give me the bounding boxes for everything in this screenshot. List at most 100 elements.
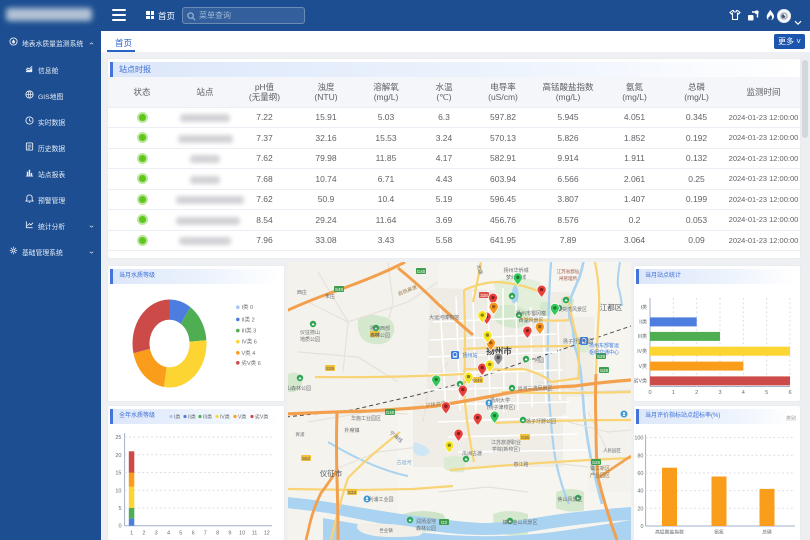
svg-text:328: 328 xyxy=(480,293,488,298)
svg-text:IV类 6: IV类 6 xyxy=(242,338,257,346)
svg-text:高锰酸盐指数: 高锰酸盐指数 xyxy=(655,529,684,536)
svg-text:15: 15 xyxy=(115,471,121,477)
svg-text:10: 10 xyxy=(239,531,245,537)
svg-text:20: 20 xyxy=(637,506,643,512)
svg-text:S35: S35 xyxy=(326,366,335,371)
svg-text:扬州华侨城: 扬州华侨城 xyxy=(503,267,528,274)
svg-text:II类: II类 xyxy=(639,319,647,326)
svg-text:S33: S33 xyxy=(348,490,357,495)
svg-text:世业镇: 世业镇 xyxy=(379,527,393,534)
svg-text:古运河: 古运河 xyxy=(396,459,411,466)
svg-text:产业园区: 产业园区 xyxy=(590,472,610,479)
svg-text:枢纽交通中心: 枢纽交通中心 xyxy=(589,349,619,356)
svg-text:扬州东部客运: 扬州东部客运 xyxy=(589,342,619,349)
svg-text:利浦工业园: 利浦工业园 xyxy=(368,496,393,503)
svg-text:1: 1 xyxy=(672,390,675,396)
svg-text:V类: V类 xyxy=(639,363,647,370)
svg-text:闸管理所: 闸管理所 xyxy=(559,275,577,282)
svg-text:60: 60 xyxy=(637,471,643,477)
svg-text:江都区: 江都区 xyxy=(600,303,623,312)
svg-text:沪陕高速: 沪陕高速 xyxy=(425,400,446,410)
svg-text:10: 10 xyxy=(115,488,121,494)
svg-text:6: 6 xyxy=(788,390,791,396)
svg-text:西庄: 西庄 xyxy=(297,289,307,296)
svg-text:人民园区: 人民园区 xyxy=(603,448,621,454)
svg-text:胥浦: 胥浦 xyxy=(296,431,305,438)
svg-text:V类 4: V类 4 xyxy=(242,349,256,357)
svg-text:5: 5 xyxy=(118,506,121,512)
svg-text:0: 0 xyxy=(640,524,643,530)
svg-text:总磷: 总磷 xyxy=(762,529,772,536)
svg-text:S28: S28 xyxy=(592,460,601,465)
svg-text:V类: V类 xyxy=(238,414,246,421)
svg-text:I类: I类 xyxy=(174,414,180,421)
svg-text:0: 0 xyxy=(648,390,651,396)
svg-text:II类 2: II类 2 xyxy=(242,315,255,323)
svg-text:春江路: 春江路 xyxy=(513,461,528,468)
svg-text:S19: S19 xyxy=(371,332,380,337)
svg-text:II类: II类 xyxy=(188,414,196,421)
svg-text:瓜洲古渡: 瓜洲古渡 xyxy=(462,450,482,457)
svg-text:森林公园: 森林公园 xyxy=(416,525,436,532)
svg-text:仪征市: 仪征市 xyxy=(320,468,343,478)
svg-text:华施工业园区: 华施工业园区 xyxy=(351,415,381,422)
svg-text:劣V类: 劣V类 xyxy=(255,414,268,421)
svg-text:G2: G2 xyxy=(441,520,448,525)
svg-text:G40: G40 xyxy=(417,269,426,274)
svg-text:劣V类: 劣V类 xyxy=(634,378,647,385)
svg-text:镇江金山风景区: 镇江金山风景区 xyxy=(502,519,537,526)
svg-text:西湖风景区: 西湖风景区 xyxy=(518,317,543,324)
svg-text:4: 4 xyxy=(167,531,170,537)
svg-text:润扬湿地: 润扬湿地 xyxy=(416,518,436,525)
svg-text:III类 3: III类 3 xyxy=(242,327,257,335)
svg-text:S49: S49 xyxy=(474,378,483,383)
svg-text:S52: S52 xyxy=(302,456,311,461)
svg-text:地质公园: 地质公园 xyxy=(300,336,320,343)
svg-text:5: 5 xyxy=(765,390,768,396)
svg-text:2: 2 xyxy=(142,531,145,537)
svg-text:80: 80 xyxy=(637,453,643,459)
svg-text:I类 0: I类 0 xyxy=(242,303,254,311)
svg-text:S36: S36 xyxy=(521,435,530,440)
svg-text:3: 3 xyxy=(155,531,158,537)
svg-text:2: 2 xyxy=(695,390,698,396)
svg-text:12: 12 xyxy=(264,531,270,537)
svg-text:朱庄: 朱庄 xyxy=(325,293,335,300)
svg-text:铜山森林公园: 铜山森林公园 xyxy=(288,385,311,392)
svg-text:扬州市: 扬州市 xyxy=(486,346,512,356)
svg-text:江苏省郡仙: 江苏省郡仙 xyxy=(557,268,580,275)
svg-text:III类: III类 xyxy=(638,333,647,340)
svg-text:20: 20 xyxy=(115,453,121,459)
svg-text:IV类: IV类 xyxy=(637,348,647,355)
svg-text:11: 11 xyxy=(252,531,258,537)
svg-text:G40: G40 xyxy=(386,410,395,415)
svg-text:森林公园: 森林公园 xyxy=(370,332,390,339)
svg-text:8: 8 xyxy=(216,531,219,537)
svg-text:40: 40 xyxy=(637,489,643,495)
svg-text:镇江新区: 镇江新区 xyxy=(590,465,610,472)
svg-text:焦山风景区: 焦山风景区 xyxy=(557,496,582,503)
svg-text:IV类: IV类 xyxy=(220,414,230,421)
svg-text:6: 6 xyxy=(192,531,195,537)
svg-text:S49: S49 xyxy=(335,287,344,292)
svg-text:大运河博物馆: 大运河博物馆 xyxy=(429,314,459,321)
svg-text:0: 0 xyxy=(118,524,121,530)
svg-text:运河三湾风景区: 运河三湾风景区 xyxy=(517,385,552,392)
svg-text:S28: S28 xyxy=(600,368,609,373)
svg-text:茱萸湾风景区: 茱萸湾风景区 xyxy=(557,306,587,313)
svg-text:扬子圩野公园: 扬子圩野公园 xyxy=(563,338,593,345)
svg-text:江苏旅游职业: 江苏旅游职业 xyxy=(491,439,521,446)
svg-text:4: 4 xyxy=(742,390,745,396)
svg-text:S28: S28 xyxy=(597,354,606,359)
svg-text:3: 3 xyxy=(718,390,721,396)
svg-text:9: 9 xyxy=(228,531,231,537)
svg-text:100: 100 xyxy=(634,436,643,442)
svg-text:仪征捺山: 仪征捺山 xyxy=(300,329,320,336)
svg-text:类别: 类别 xyxy=(786,415,796,422)
svg-text:III类: III类 xyxy=(203,414,212,421)
svg-text:何园: 何园 xyxy=(534,357,544,364)
svg-text:扬州西部: 扬州西部 xyxy=(370,325,390,332)
svg-text:扬州大学: 扬州大学 xyxy=(490,397,510,404)
svg-text:25: 25 xyxy=(115,435,121,441)
svg-text:(扬子津校区): (扬子津校区) xyxy=(487,404,516,411)
